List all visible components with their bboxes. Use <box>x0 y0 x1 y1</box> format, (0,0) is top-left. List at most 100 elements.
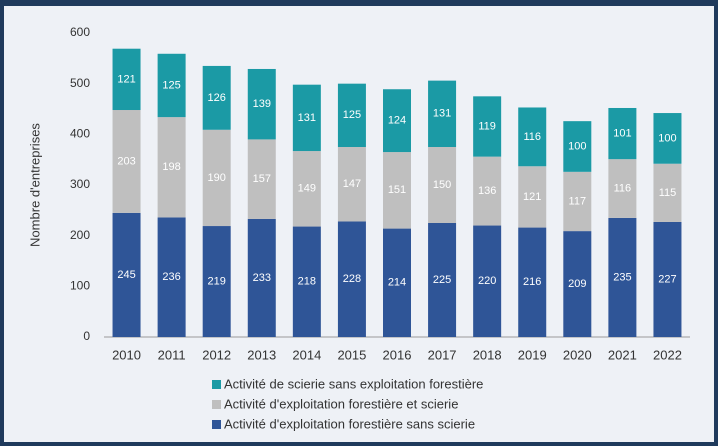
bar-segment <box>653 163 682 222</box>
data-label: 101 <box>613 127 631 139</box>
bar-segment <box>518 166 547 228</box>
data-label: 236 <box>162 271 180 283</box>
bar-segment <box>518 227 547 337</box>
bar-segment <box>337 147 366 222</box>
data-label: 228 <box>343 273 361 285</box>
data-label: 116 <box>523 131 541 143</box>
data-label: 119 <box>478 120 496 132</box>
bar-segment <box>563 171 592 232</box>
bar-segment <box>428 147 457 223</box>
data-label: 131 <box>433 108 451 120</box>
bar-segment <box>653 221 682 337</box>
legend-swatch <box>212 400 221 409</box>
legend-label: Activité d'exploitation forestière et sc… <box>224 396 458 411</box>
bar-segment <box>518 107 547 167</box>
bar-segment <box>202 129 231 227</box>
data-label: 214 <box>388 277 406 289</box>
data-label: 136 <box>478 185 496 197</box>
data-label: 121 <box>117 73 135 85</box>
data-label: 117 <box>569 195 587 207</box>
x-tick-label: 2019 <box>518 347 547 362</box>
top-band <box>0 0 718 6</box>
bar-segment <box>563 231 592 337</box>
x-tick-label: 2016 <box>383 347 412 362</box>
y-tick-label: 200 <box>70 228 90 242</box>
data-label: 245 <box>117 269 135 281</box>
data-label: 218 <box>298 276 316 288</box>
data-label: 219 <box>208 275 226 287</box>
bar-segment <box>473 96 502 157</box>
y-tick-label: 100 <box>70 279 90 293</box>
data-label: 149 <box>298 183 316 195</box>
x-tick-label: 2014 <box>292 347 321 362</box>
data-label: 190 <box>208 172 226 184</box>
bar-segment <box>383 152 411 229</box>
bar-segment <box>112 110 141 213</box>
bar-segment <box>653 113 682 164</box>
bar-segment <box>202 226 231 337</box>
y-tick-label: 400 <box>70 127 90 141</box>
bar-segment <box>337 221 366 337</box>
bar-segment <box>428 80 457 147</box>
data-label: 227 <box>658 273 676 285</box>
data-label: 121 <box>523 191 541 203</box>
bar-segment <box>563 121 592 172</box>
y-tick-label: 600 <box>70 25 90 39</box>
x-tick-label: 2022 <box>653 347 682 362</box>
bar-segment <box>157 53 186 118</box>
data-label: 198 <box>162 161 180 173</box>
data-label: 115 <box>659 187 677 199</box>
x-tick-label: 2011 <box>158 347 186 362</box>
bar-segment <box>247 68 276 140</box>
data-label: 157 <box>253 173 271 185</box>
y-tick-label: 300 <box>70 177 90 191</box>
bar-segment <box>157 117 186 218</box>
data-label: 216 <box>523 276 541 288</box>
x-tick-label: 2018 <box>473 347 502 362</box>
data-label: 124 <box>388 115 406 127</box>
y-tick-label: 0 <box>83 329 90 343</box>
data-label: 220 <box>478 275 496 287</box>
legend-label: Activité d'exploitation forestière sans … <box>224 416 475 431</box>
bar-segment <box>428 223 457 337</box>
bar-segment <box>292 226 321 337</box>
bar-segment <box>112 48 141 111</box>
data-label: 150 <box>433 179 451 191</box>
bar-segment <box>157 217 186 337</box>
bar-segment <box>608 159 637 218</box>
data-label: 139 <box>253 98 271 110</box>
data-label: 131 <box>298 112 316 124</box>
data-label: 100 <box>568 140 586 152</box>
bar-segment <box>292 151 321 227</box>
x-tick-label: 2020 <box>563 347 592 362</box>
bar-segment <box>383 89 411 153</box>
data-label: 125 <box>343 109 361 121</box>
bar-segment <box>473 225 502 337</box>
x-tick-label: 2021 <box>608 347 637 362</box>
y-axis-label: Nombre d'entreprises <box>27 123 42 247</box>
bar-segment <box>247 139 276 219</box>
x-tick-label: 2017 <box>428 347 457 362</box>
x-tick-label: 2010 <box>112 347 141 362</box>
legend-swatch <box>212 380 221 389</box>
data-label: 235 <box>613 271 631 283</box>
data-label: 233 <box>253 272 271 284</box>
bar-segment <box>337 83 366 147</box>
data-label: 225 <box>433 274 451 286</box>
data-label: 126 <box>208 92 226 104</box>
bar-segment <box>473 156 502 226</box>
x-tick-label: 2012 <box>202 347 231 362</box>
data-label: 209 <box>568 278 586 290</box>
data-label: 203 <box>117 155 135 167</box>
bar-segment <box>292 84 321 152</box>
x-tick-label: 2013 <box>247 347 276 362</box>
y-tick-label: 500 <box>70 76 90 90</box>
data-label: 147 <box>343 178 361 190</box>
bar-segment <box>202 65 231 130</box>
bar-segment <box>608 217 637 337</box>
legend-swatch <box>212 420 221 429</box>
bar-segment <box>608 107 637 160</box>
bar-segment <box>383 228 411 337</box>
legend-label: Activité de scierie sans exploitation fo… <box>224 376 483 391</box>
